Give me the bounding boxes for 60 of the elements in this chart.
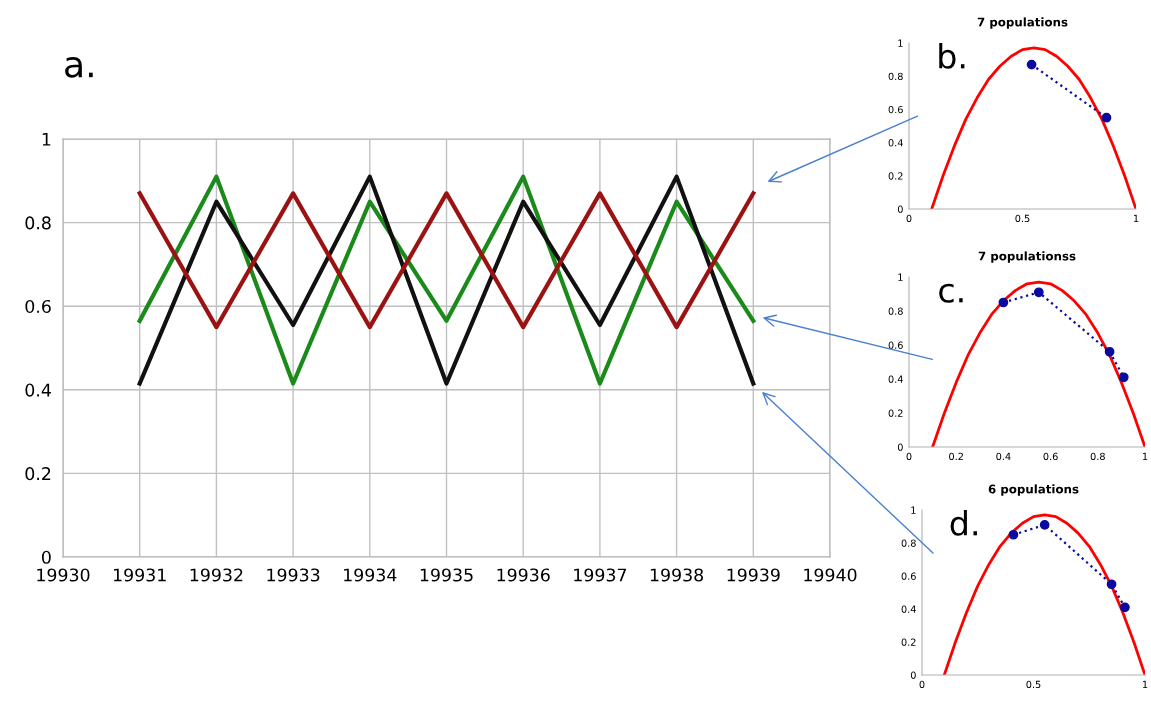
x-tick-label: 19932 <box>190 568 243 582</box>
y-tick-label: 0.8 <box>888 307 903 315</box>
point <box>1033 287 1044 298</box>
x-tick-label: 0.5 <box>1026 680 1041 689</box>
y-tick-label: 0.6 <box>888 341 903 349</box>
y-tick-label: 0 <box>41 550 51 564</box>
chart-title: 7 populationss <box>978 251 1076 263</box>
point <box>1039 519 1050 530</box>
y-tick-label: 0.6 <box>25 299 51 314</box>
point <box>1106 579 1117 590</box>
x-tick-label: 19940 <box>804 568 857 582</box>
x-tick-label: 19934 <box>344 568 397 582</box>
x-tick-label: 0 <box>919 680 925 689</box>
point <box>1120 602 1130 613</box>
y-tick-label: 1 <box>911 506 916 514</box>
y-tick-label: 0.8 <box>901 539 916 547</box>
y-tick-label: 0.4 <box>888 139 903 147</box>
y-tick-label: 0.2 <box>888 409 903 417</box>
x-tick-label: 19939 <box>727 568 780 582</box>
y-tick-label: 0.2 <box>888 172 903 180</box>
y-tick-label: 0.4 <box>25 383 51 397</box>
chart-title: 7 populations <box>977 17 1068 29</box>
y-tick-label: 0.2 <box>901 638 916 646</box>
x-tick-label: 0.2 <box>949 452 963 461</box>
x-tick-label: 1 <box>1133 214 1139 222</box>
x-tick-label: 0.8 <box>1090 452 1105 461</box>
annotation: d. <box>950 510 977 536</box>
point <box>1008 529 1019 540</box>
y-tick-label: 1 <box>898 39 903 47</box>
x-tick-label: 19930 <box>37 568 90 582</box>
x-tick-label: 0.5 <box>1015 214 1030 223</box>
line-series <box>137 174 756 386</box>
x-tick-label: 19937 <box>574 568 627 582</box>
chart-title: 6 populations <box>988 484 1079 496</box>
x-tick-label: 1 <box>1142 680 1148 688</box>
annotation: b. <box>939 43 965 69</box>
y-tick-label: 0.8 <box>888 72 903 81</box>
line-series <box>931 280 1145 447</box>
y-tick-label: 0.6 <box>888 105 903 114</box>
point <box>998 297 1009 308</box>
text: a. <box>65 56 93 78</box>
x-tick-label: 19933 <box>267 568 320 582</box>
x-tick-label: 1 <box>1142 452 1148 460</box>
x-tick-label: 19936 <box>497 568 550 582</box>
point <box>1118 372 1129 383</box>
y-tick-label: 1 <box>42 132 51 146</box>
y-tick-label: 1 <box>898 273 903 281</box>
y-tick-label: 0.4 <box>888 375 903 383</box>
x-tick-label: 19931 <box>113 568 166 582</box>
x-tick-label: 19938 <box>650 568 704 582</box>
y-tick-label: 0 <box>910 671 916 679</box>
y-tick-label: 0 <box>897 205 903 213</box>
point <box>1104 346 1115 357</box>
x-tick-label: 19935 <box>420 568 473 582</box>
y-tick-label: 0.4 <box>901 605 916 613</box>
y-tick-label: 0 <box>897 443 903 451</box>
annotation: c. <box>939 283 963 303</box>
y-tick-label: 0.2 <box>25 467 51 481</box>
x-tick-label: 0.6 <box>1043 452 1058 461</box>
x-tick-label: 0.4 <box>996 452 1011 461</box>
